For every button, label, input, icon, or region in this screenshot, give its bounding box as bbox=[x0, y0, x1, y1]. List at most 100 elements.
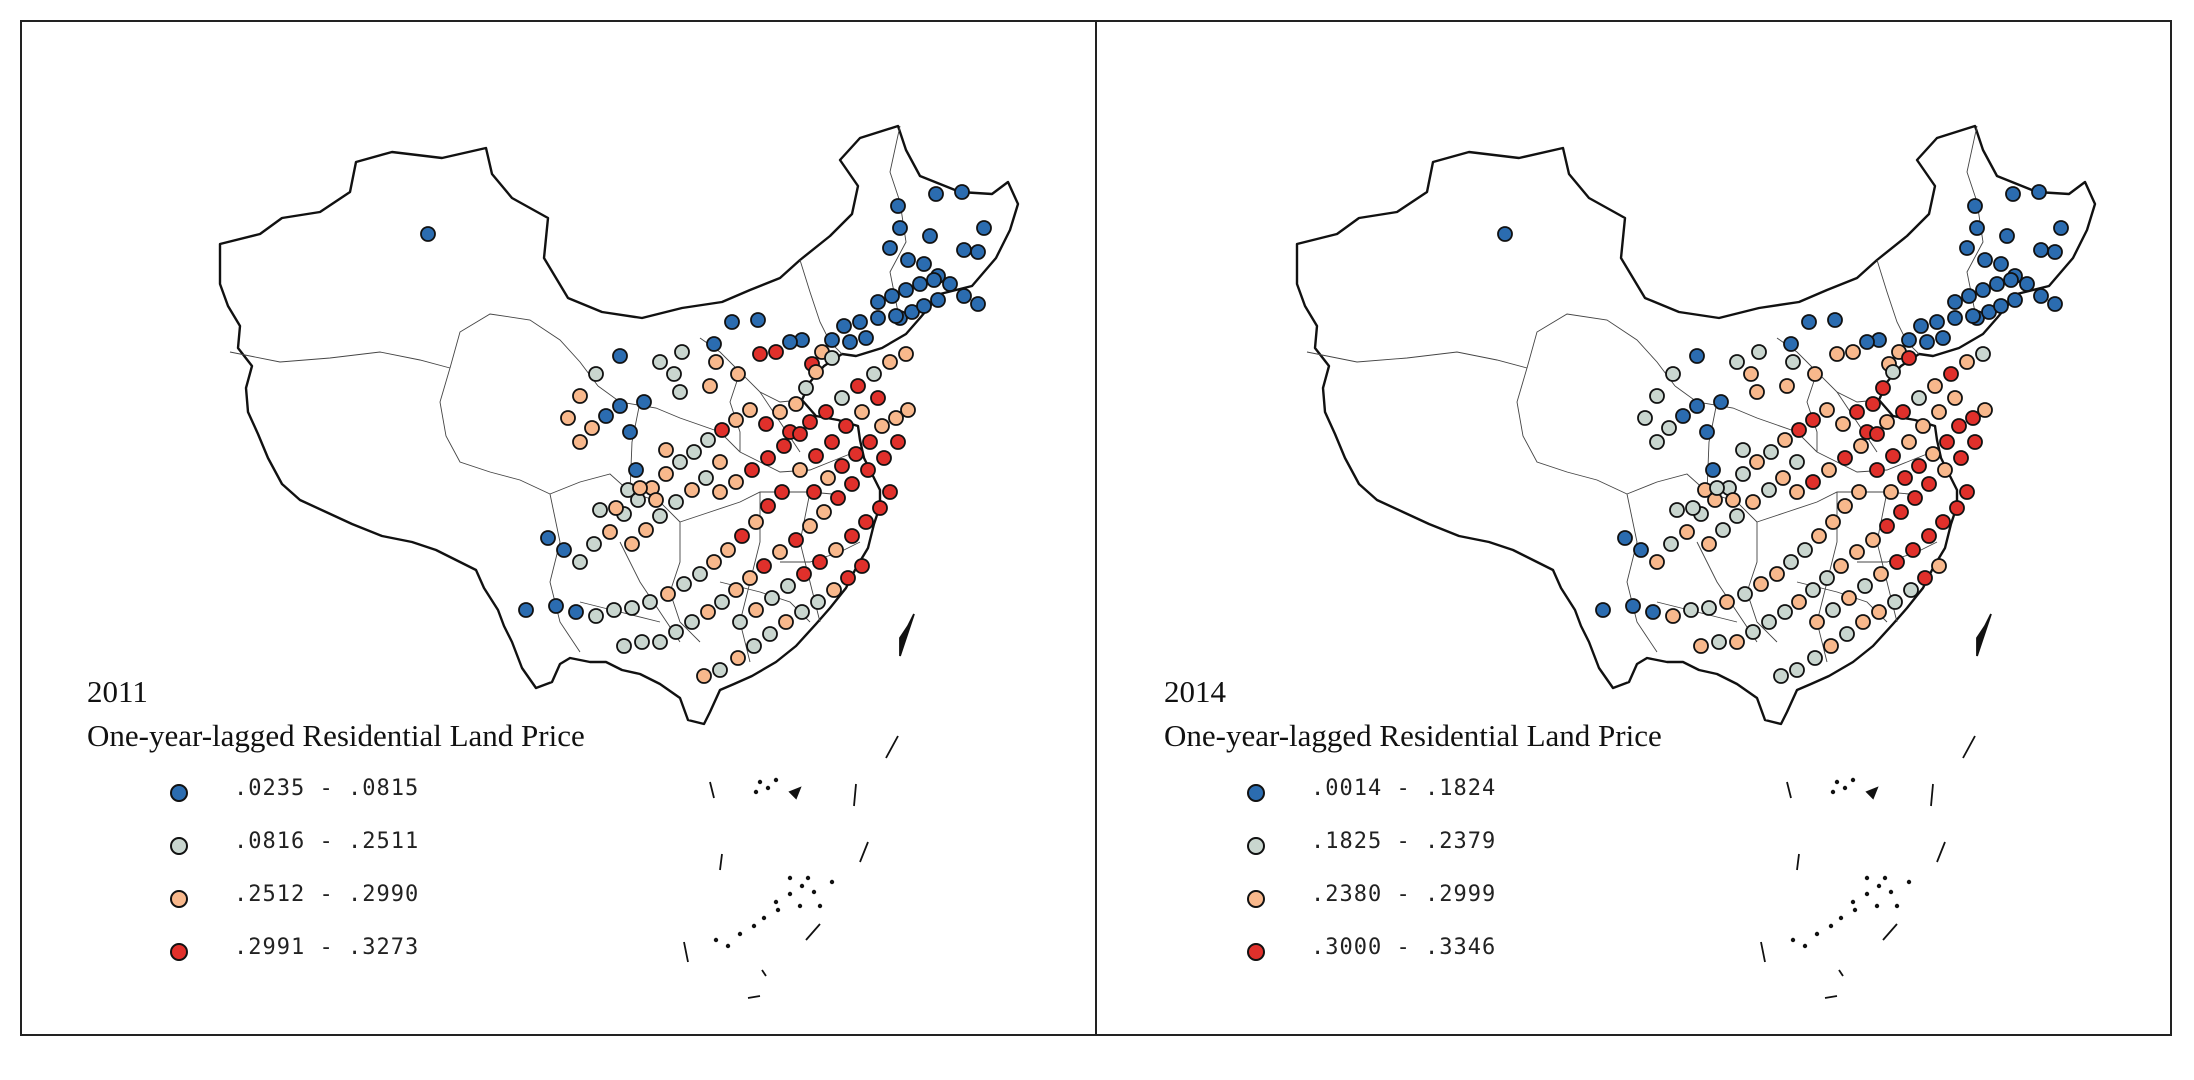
city-marker-class-4 bbox=[1921, 476, 1937, 492]
island-dot bbox=[773, 777, 779, 783]
city-marker-class-2 bbox=[1745, 624, 1761, 640]
city-marker-class-2 bbox=[588, 608, 604, 624]
province-boundary bbox=[597, 385, 741, 453]
city-marker-class-2 bbox=[1797, 542, 1813, 558]
city-marker-class-3 bbox=[748, 602, 764, 618]
city-marker-class-4 bbox=[756, 558, 772, 574]
city-marker-class-1 bbox=[1713, 394, 1729, 410]
city-marker-class-3 bbox=[1809, 614, 1825, 630]
island-dot bbox=[1830, 789, 1836, 795]
province-boundary bbox=[759, 391, 801, 453]
city-marker-class-4 bbox=[1865, 396, 1881, 412]
city-marker-class-1 bbox=[976, 220, 992, 236]
city-marker-class-4 bbox=[1805, 412, 1821, 428]
city-marker-class-3 bbox=[1729, 634, 1745, 650]
city-marker-class-2 bbox=[1783, 554, 1799, 570]
city-marker-class-4 bbox=[1889, 554, 1905, 570]
city-marker-class-3 bbox=[1665, 608, 1681, 624]
city-marker-class-1 bbox=[1827, 312, 1843, 328]
city-marker-class-1 bbox=[1999, 228, 2015, 244]
city-marker-class-2 bbox=[686, 444, 702, 460]
city-marker-class-1 bbox=[2005, 186, 2021, 202]
city-marker-class-4 bbox=[752, 346, 768, 362]
city-marker-class-4 bbox=[1935, 514, 1951, 530]
city-marker-class-1 bbox=[556, 542, 572, 558]
map-layer bbox=[218, 124, 1020, 999]
city-marker-class-3 bbox=[1879, 414, 1895, 430]
city-marker-class-2 bbox=[1785, 354, 1801, 370]
city-marker-class-3 bbox=[820, 470, 836, 486]
city-marker-class-2 bbox=[676, 576, 692, 592]
island-dot bbox=[1882, 875, 1888, 881]
city-marker-class-2 bbox=[764, 590, 780, 606]
city-marker-class-2 bbox=[1805, 582, 1821, 598]
city-marker-class-1 bbox=[1993, 256, 2009, 272]
island-dot bbox=[1874, 903, 1880, 909]
city-marker-class-3 bbox=[1825, 514, 1841, 530]
city-marker-class-2 bbox=[794, 604, 810, 620]
city-marker-class-3 bbox=[572, 388, 588, 404]
island-dot bbox=[725, 943, 731, 949]
island-dot bbox=[1894, 903, 1900, 909]
legend-dot-class-2 bbox=[1247, 837, 1265, 855]
city-marker-class-4 bbox=[1893, 504, 1909, 520]
city-marker-class-1 bbox=[970, 244, 986, 260]
legend-dot-class-3 bbox=[170, 890, 188, 908]
city-marker-class-1 bbox=[884, 288, 900, 304]
legend-dot-class-1 bbox=[1247, 784, 1265, 802]
city-marker-class-3 bbox=[1743, 366, 1759, 382]
city-marker-class-3 bbox=[1931, 558, 1947, 574]
city-marker-class-1 bbox=[1975, 282, 1991, 298]
city-marker-class-4 bbox=[1959, 484, 1975, 500]
city-marker-class-3 bbox=[1837, 498, 1853, 514]
city-marker-class-2 bbox=[1789, 454, 1805, 470]
city-marker-class-2 bbox=[642, 594, 658, 610]
city-marker-class-1 bbox=[1919, 334, 1935, 350]
city-marker-class-3 bbox=[728, 412, 744, 428]
city-marker-class-3 bbox=[1811, 528, 1827, 544]
city-marker-class-2 bbox=[1751, 344, 1767, 360]
city-marker-class-2 bbox=[780, 578, 796, 594]
city-marker-class-1 bbox=[1705, 462, 1721, 478]
city-marker-class-1 bbox=[1947, 294, 1963, 310]
province-boundary bbox=[439, 367, 551, 495]
city-marker-class-1 bbox=[870, 310, 886, 326]
panel-title: One-year-lagged Residential Land Price bbox=[87, 718, 585, 753]
island-outline bbox=[788, 786, 802, 800]
city-marker-class-4 bbox=[890, 434, 906, 450]
city-marker-class-1 bbox=[1595, 602, 1611, 618]
city-marker-class-4 bbox=[1869, 426, 1885, 442]
island-dot bbox=[1834, 779, 1840, 785]
city-marker-class-1 bbox=[540, 530, 556, 546]
city-marker-class-2 bbox=[746, 638, 762, 654]
city-marker-class-2 bbox=[824, 350, 840, 366]
city-marker-class-1 bbox=[1645, 604, 1661, 620]
city-marker-class-2 bbox=[672, 384, 688, 400]
city-marker-class-3 bbox=[584, 420, 600, 436]
city-marker-class-2 bbox=[700, 432, 716, 448]
city-marker-class-3 bbox=[826, 582, 842, 598]
city-marker-class-4 bbox=[872, 500, 888, 516]
city-marker-class-1 bbox=[898, 282, 914, 298]
city-marker-class-1 bbox=[1965, 308, 1981, 324]
city-marker-class-4 bbox=[796, 566, 812, 582]
city-marker-class-1 bbox=[1993, 298, 2009, 314]
city-marker-class-4 bbox=[848, 446, 864, 462]
city-marker-class-1 bbox=[970, 296, 986, 312]
island-dot bbox=[765, 785, 771, 791]
city-marker-class-1 bbox=[1959, 240, 1975, 256]
city-marker-class-1 bbox=[1783, 336, 1799, 352]
city-marker-class-4 bbox=[1895, 404, 1911, 420]
city-marker-class-1 bbox=[598, 408, 614, 424]
city-marker-class-4 bbox=[760, 498, 776, 514]
map-panel-2014: 2014 One-year-lagged Residential Land Pr… bbox=[1097, 22, 2170, 1034]
city-marker-class-3 bbox=[1871, 604, 1887, 620]
city-marker-class-1 bbox=[890, 198, 906, 214]
city-marker-class-3 bbox=[708, 354, 724, 370]
city-marker-class-4 bbox=[1911, 458, 1927, 474]
city-marker-class-1 bbox=[1497, 226, 1513, 242]
city-marker-class-4 bbox=[1949, 500, 1965, 516]
legend-label: .0816 - .2511 bbox=[234, 829, 420, 854]
city-marker-class-1 bbox=[2031, 184, 2047, 200]
city-marker-class-1 bbox=[2019, 276, 2035, 292]
